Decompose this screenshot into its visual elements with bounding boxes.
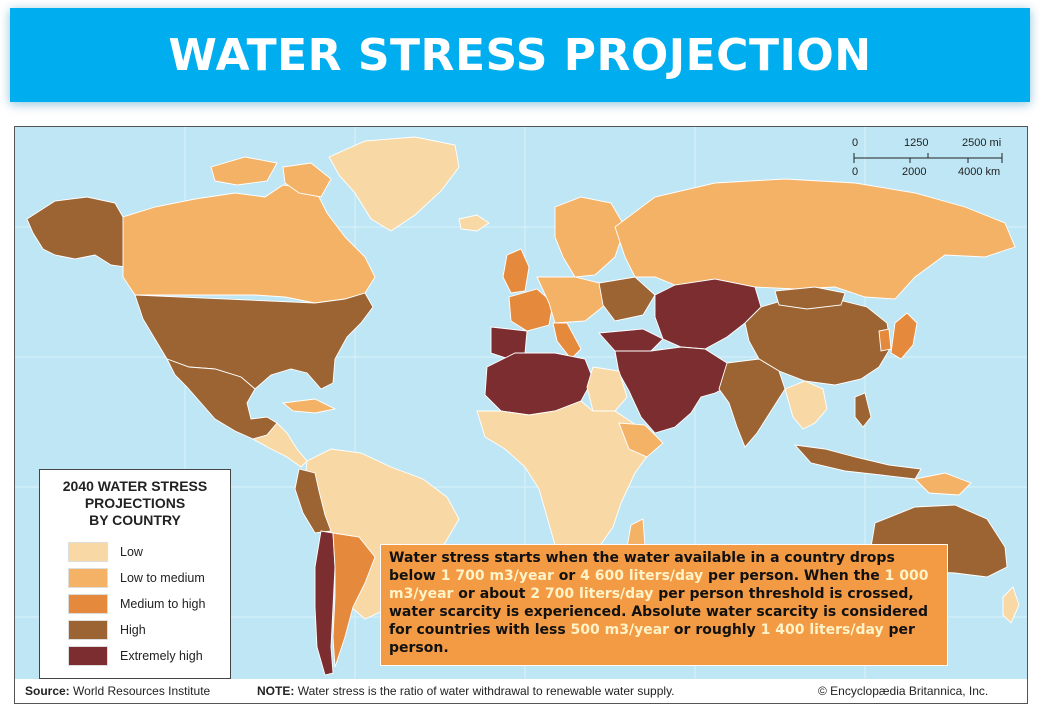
legend-label: Medium to high bbox=[120, 597, 206, 611]
legend-title-line: 2040 WATER STRESS bbox=[62, 478, 208, 494]
map-legend: 2040 WATER STRESS PROJECTIONS BY COUNTRY… bbox=[39, 469, 231, 679]
legend-label: Low bbox=[120, 545, 143, 559]
region-korea bbox=[878, 328, 892, 352]
region-peru bbox=[294, 468, 332, 534]
legend-swatch bbox=[68, 620, 108, 640]
scale-km-0: 0 bbox=[852, 166, 859, 178]
region-central-asia bbox=[654, 278, 762, 350]
region-scandinavia bbox=[554, 196, 626, 278]
note-value: Water stress is the ratio of water withd… bbox=[297, 684, 675, 698]
legend-swatch bbox=[68, 568, 108, 588]
source-credit: Source: World Resources Institute bbox=[25, 684, 210, 698]
region-horn-of-africa bbox=[618, 422, 664, 458]
scale-bar: 0 1250 2500 mi 0 2000 4000 km bbox=[852, 135, 1017, 181]
region-central-america bbox=[251, 422, 308, 468]
copyright: © Encyclopædia Britannica, Inc. bbox=[818, 684, 989, 698]
region-russia bbox=[614, 178, 1016, 300]
region-iceland bbox=[458, 214, 490, 232]
note-segment: or bbox=[553, 568, 581, 584]
legend-label: Extremely high bbox=[120, 649, 203, 663]
legend-item-low: Low bbox=[68, 542, 143, 562]
legend-label: High bbox=[120, 623, 146, 637]
region-philippines bbox=[854, 392, 872, 428]
note-highlight: 1 400 liters/day bbox=[760, 622, 884, 638]
map-note: NOTE: Water stress is the ratio of water… bbox=[257, 684, 675, 698]
scale-mi-0: 0 bbox=[852, 137, 859, 149]
note-segment: or about bbox=[453, 586, 531, 602]
region-india bbox=[718, 358, 786, 448]
note-highlight: 500 m3/year bbox=[570, 622, 670, 638]
region-indonesia bbox=[793, 444, 922, 480]
water-stress-note-box: Water stress starts when the water avail… bbox=[380, 544, 948, 666]
region-italy bbox=[552, 322, 582, 360]
region-sub-saharan-africa bbox=[476, 400, 656, 560]
note-segment: per person. bbox=[389, 622, 915, 656]
region-france bbox=[508, 288, 554, 332]
region-uk bbox=[502, 248, 530, 294]
scale-km-4000: 4000 km bbox=[958, 166, 1001, 178]
legend-swatch bbox=[68, 542, 108, 562]
note-segment: or roughly bbox=[669, 622, 761, 638]
note-label: NOTE: bbox=[257, 684, 295, 698]
region-new-guinea bbox=[914, 472, 972, 496]
title-banner: WATER STRESS PROJECTION bbox=[10, 8, 1030, 102]
source-label: Source: bbox=[25, 684, 70, 698]
note-segment: per person. When the bbox=[703, 568, 885, 584]
page-title: WATER STRESS PROJECTION bbox=[168, 29, 872, 81]
map-footer: Source: World Resources Institute NOTE: … bbox=[15, 679, 1027, 703]
scale-km-2000: 2000 bbox=[902, 166, 927, 178]
legend-swatch bbox=[68, 646, 108, 666]
region-mongolia bbox=[774, 286, 846, 310]
legend-title-line: PROJECTIONS bbox=[84, 495, 186, 511]
region-alaska bbox=[26, 196, 126, 268]
region-middle-east bbox=[614, 346, 732, 434]
note-highlight: 1 700 m3/year bbox=[440, 568, 554, 584]
region-japan bbox=[890, 312, 918, 360]
region-turkey bbox=[598, 328, 664, 352]
region-baffin bbox=[282, 162, 332, 198]
region-caribbean bbox=[281, 398, 337, 414]
scale-line bbox=[853, 153, 1003, 163]
note-segment: Water stress starts when the water avail… bbox=[389, 550, 895, 584]
scale-mi-2500: 2500 mi bbox=[962, 137, 1002, 149]
region-greenland bbox=[328, 136, 460, 232]
legend-item-extremely-high: Extremely high bbox=[68, 646, 203, 666]
region-southeast-asia bbox=[784, 380, 828, 430]
note-text: Water stress starts when the water avail… bbox=[389, 549, 939, 657]
region-central-europe bbox=[536, 276, 606, 324]
region-canada bbox=[122, 184, 376, 304]
note-highlight: 4 600 liters/day bbox=[580, 568, 704, 584]
region-arctic-islands bbox=[210, 156, 278, 186]
region-argentina bbox=[332, 532, 376, 668]
note-highlight: 1 000 m3/year bbox=[389, 568, 929, 602]
legend-label: Low to medium bbox=[120, 571, 205, 585]
legend-item-medium-to-high: Medium to high bbox=[68, 594, 205, 614]
scale-mi-1250: 1250 bbox=[904, 137, 929, 149]
region-new-zealand bbox=[1002, 586, 1020, 624]
legend-swatch bbox=[68, 594, 108, 614]
legend-title-line: BY COUNTRY bbox=[89, 512, 181, 528]
note-segment: per person threshold is crossed, water s… bbox=[389, 586, 929, 638]
note-highlight: 2 700 liters/day bbox=[530, 586, 654, 602]
legend-item-high: High bbox=[68, 620, 146, 640]
legend-title: 2040 WATER STRESS PROJECTIONS BY COUNTRY bbox=[40, 478, 230, 529]
legend-item-low-to-medium: Low to medium bbox=[68, 568, 205, 588]
source-value: World Resources Institute bbox=[73, 684, 211, 698]
